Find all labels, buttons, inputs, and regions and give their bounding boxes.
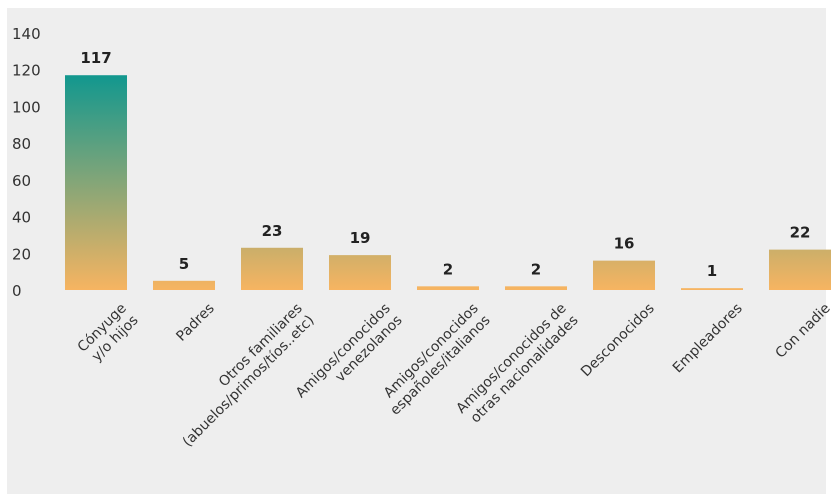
chart-panel: [7, 8, 826, 494]
bar: [505, 286, 567, 290]
y-tick-label: 120: [12, 62, 41, 80]
data-label: 2: [443, 260, 453, 278]
bar: [593, 260, 655, 290]
x-tick-label: Con nadie: [773, 300, 831, 361]
svg-text:Padres: Padres: [173, 300, 217, 344]
x-tick-label-line: Empleadores: [670, 300, 746, 376]
bar: [417, 286, 479, 290]
y-tick-label: 140: [12, 25, 41, 43]
bar: [769, 249, 831, 290]
y-tick-label: 20: [12, 245, 31, 263]
data-label: 117: [80, 49, 111, 67]
y-tick-label: 60: [12, 172, 31, 190]
bar: [65, 75, 127, 290]
y-tick-label: 0: [12, 282, 22, 300]
y-tick-label: 40: [12, 209, 31, 227]
x-tick-label-line: Con nadie: [773, 300, 831, 361]
bar: [329, 255, 391, 290]
svg-text:Con nadie: Con nadie: [773, 300, 831, 361]
data-label: 5: [179, 255, 189, 273]
svg-text:Desconocidos: Desconocidos: [578, 300, 658, 380]
bar: [241, 247, 303, 290]
y-tick-label: 80: [12, 135, 31, 153]
bars: [65, 75, 831, 290]
x-tick-label-line: Desconocidos: [578, 300, 658, 380]
x-tick-label: Cónyugey/o hijos: [75, 300, 142, 367]
y-axis: 0 20 40 60 80 100 120 140: [12, 25, 41, 300]
y-tick-label: 100: [12, 98, 41, 116]
x-tick-label: Desconocidos: [578, 300, 658, 380]
svg-text:Empleadores: Empleadores: [670, 300, 746, 376]
data-label: 2: [531, 260, 541, 278]
x-tick-label: Padres: [173, 300, 217, 344]
data-label: 23: [262, 222, 283, 240]
bar: [681, 288, 743, 290]
bar: [153, 280, 215, 290]
data-label: 1: [707, 262, 717, 280]
svg-text:Cónyugey/o hijos: Cónyugey/o hijos: [75, 300, 142, 367]
data-label: 16: [614, 235, 635, 253]
x-tick-label-line: Padres: [173, 300, 217, 344]
x-tick-label: Empleadores: [670, 300, 746, 376]
x-tick-label-line: (abuelos/primos/tíos..etc): [180, 312, 318, 450]
data-label: 22: [790, 224, 811, 242]
data-label: 19: [350, 229, 371, 247]
